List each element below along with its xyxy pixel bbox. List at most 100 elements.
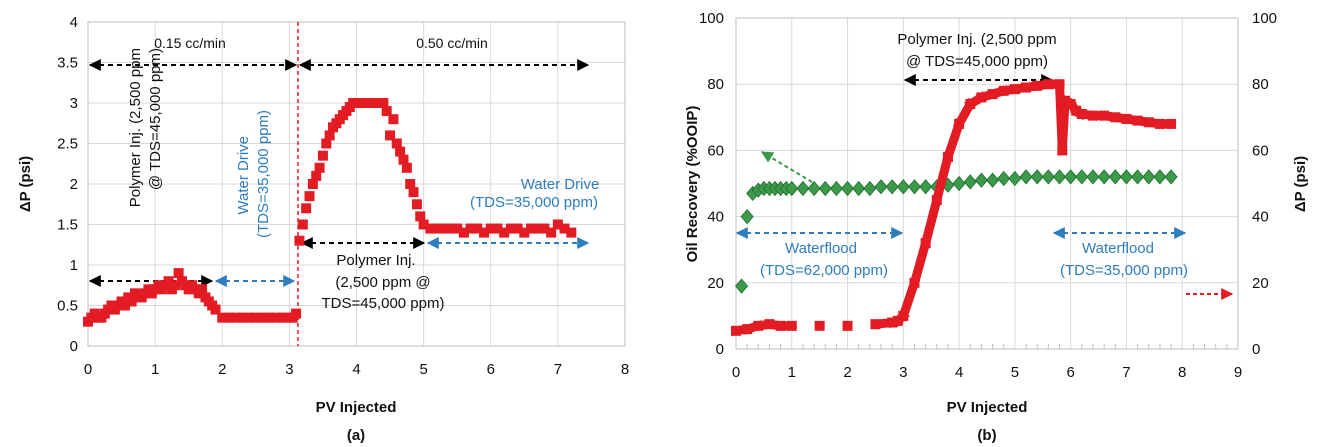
b-x-tick-labels: 0 1 2 3 4 5 6 7 8 9 [732,364,1242,381]
a-dp-point [173,268,184,279]
a-water-drive-h-label-2: (TDS=35,000 ppm) [470,194,598,211]
a-poly-left-label-2: @ TDS=45,000 ppm) [147,48,164,190]
b-y2-tick-label: 80 [1252,76,1269,93]
a-dp-point [197,284,208,295]
b-recovery-point [1041,169,1055,185]
a-dp-point [398,154,409,165]
a-dp-point [492,223,503,234]
b-recovery-point [1142,169,1156,185]
a-y-tick-labels: 0 0.5 1 1.5 2 2.5 3 3.5 4 [57,14,78,355]
a-dp-point [391,138,402,149]
b-recovery-point [1119,169,1133,185]
b-x-tick-label: 3 [899,364,907,381]
a-dp-point [358,98,369,108]
a-x-tick-label: 7 [554,361,562,378]
a-panel-label: (a) [347,427,365,444]
a-dp-point [452,223,463,234]
a-poly-mid-label-2: (2,500 ppm @ [335,274,430,291]
b-recovery-point [796,180,810,197]
b-recovery-point [986,172,1000,188]
a-water-drive-v-label-2: (TDS=35,000 ppm) [255,110,272,238]
a-dp-point [297,219,308,230]
a-dp-point [291,308,302,319]
b-recovery-point [907,179,922,195]
a-dp-point [170,280,181,291]
b-y-tick-label: 40 [707,209,724,226]
a-dp-point [217,312,228,323]
a-dp-point [250,312,261,323]
a-dp-point [324,130,335,141]
b-recovery-point [807,180,821,197]
a-dp-point [425,223,436,234]
a-dp-point [432,223,443,234]
b-y2-tick-label: 20 [1252,275,1269,292]
a-dp-point [304,191,315,202]
b-recovery-point [1052,169,1067,185]
b-x-axis-title: PV Injected [947,399,1028,416]
a-dp-point [546,227,557,238]
a-y-tick-label: 1.5 [57,217,78,234]
b-recovery-point [952,175,966,192]
a-dp-point [415,211,426,222]
b-panel-label: (b) [977,427,996,444]
a-dp-point [314,162,325,173]
a-dp-point [552,219,563,230]
b-recovery-point [1030,169,1044,185]
a-dp-point [472,223,483,234]
a-y-tick-label: 2.5 [57,136,78,153]
b-recovery-axis-arrow [760,151,813,183]
b-wf2-label-2: (TDS=35,000 ppm) [1060,262,1188,279]
a-dp-point [307,179,318,189]
b-y2-axis-title: ΔP (psi) [1292,156,1309,212]
a-dp-point [277,312,288,323]
a-dp-point [445,223,456,234]
a-dp-point [119,300,130,311]
b-recovery-point [1108,169,1122,185]
a-dp-point [294,235,305,246]
b-y-tick-label: 0 [716,341,724,358]
a-dp-point [364,98,375,108]
b-dp-segment [1057,96,1070,156]
b-x-tick-label: 7 [1122,364,1130,381]
b-dp-segment [920,194,943,249]
b-recovery-point [740,208,754,225]
b-recovery-point [1131,169,1145,185]
b-x-tick-label: 5 [1011,364,1019,381]
a-x-tick-label: 5 [419,361,427,378]
a-dp-point [388,114,399,125]
a-dp-point [405,179,416,189]
b-wf1-label-2: (TDS=62,000 ppm) [760,262,888,279]
a-dp-point [505,223,516,234]
a-dp-point [418,219,429,230]
a-y-tick-label: 0.5 [57,298,78,315]
b-y2-tick-label: 100 [1252,10,1277,27]
a-poly-mid-label-3: TDS=45,000 ppm) [322,295,445,312]
b-recovery-point [1019,169,1033,185]
a-poly-left-label-1: Polymer Inj. (2,500 ppm [127,48,144,207]
a-x-tick-label: 0 [84,361,92,378]
b-recovery-point [785,180,799,197]
a-x-tick-label: 4 [352,361,360,378]
b-poly-label-2: @ TDS=45,000 ppm) [906,53,1048,70]
a-dp-point [230,312,241,323]
b-recovery-point [1008,170,1022,187]
b-x-tick-label: 4 [955,364,963,381]
b-y-tick-label: 60 [707,142,724,159]
b-recovery-point [841,180,855,197]
a-dp-point [237,312,248,323]
a-dp-point [532,223,543,234]
b-plot-frame [735,17,1239,350]
b-poly-label-1: Polymer Inj. (2,500 ppm [897,31,1056,48]
a-dp-point [395,146,406,157]
a-dp-point [270,312,281,323]
b-dp-segment [931,151,954,206]
a-dp-point [371,98,382,108]
a-dp-point [458,227,469,238]
a-water-drive-v-label-1: Water Drive [235,136,252,215]
b-x-tick-label: 2 [843,364,851,381]
a-dp-point [479,227,490,238]
a-dp-point [257,312,268,323]
a-dp-point [566,227,577,238]
